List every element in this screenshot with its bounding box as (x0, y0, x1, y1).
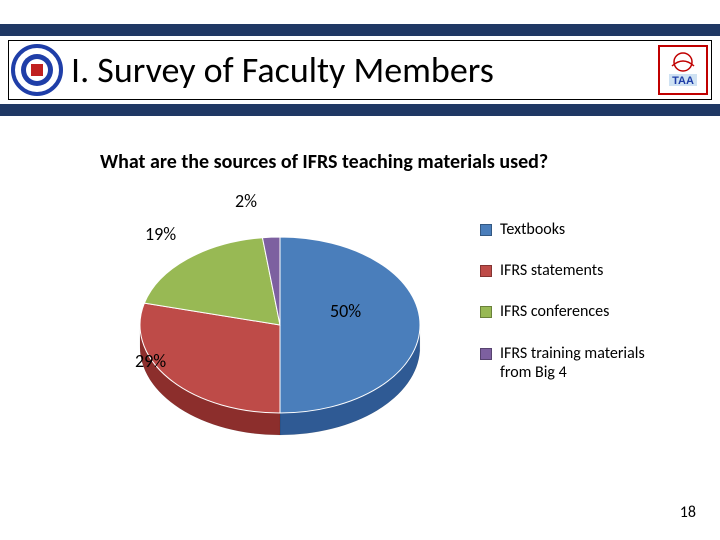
legend-label-main: IFRS training materials (500, 344, 645, 363)
legend-label-sub: from Big 4 (500, 363, 645, 382)
page-number: 18 (680, 503, 696, 522)
legend-item-0: Textbooks (480, 220, 680, 239)
legend-item-2: IFRS conferences (480, 302, 680, 321)
slide: I. Survey of Faculty Members TAA What ar… (0, 0, 720, 540)
legend: Textbooks IFRS statements IFRS conferenc… (480, 220, 680, 404)
slice-label-3: 2% (235, 190, 257, 212)
legend-label: IFRS training materials from Big 4 (500, 344, 645, 382)
legend-label: IFRS conferences (500, 302, 609, 321)
header-band-top (0, 24, 720, 36)
university-seal-icon (9, 42, 65, 98)
slice-label-2: 19% (145, 223, 176, 245)
legend-swatch-icon (480, 306, 492, 318)
svg-text:TAA: TAA (672, 75, 694, 87)
chart-subtitle: What are the sources of IFRS teaching ma… (100, 150, 660, 174)
slice-label-0: 50% (330, 300, 361, 322)
legend-swatch-icon (480, 348, 492, 360)
legend-swatch-icon (480, 224, 492, 236)
legend-swatch-icon (480, 265, 492, 277)
legend-label: IFRS statements (500, 261, 603, 280)
header-band-bottom (0, 104, 720, 116)
page-title: I. Survey of Faculty Members (65, 48, 655, 92)
legend-item-3: IFRS training materials from Big 4 (480, 344, 680, 382)
legend-label: Textbooks (500, 220, 565, 239)
taa-logo-icon: TAA (655, 42, 711, 98)
legend-item-1: IFRS statements (480, 261, 680, 280)
pie-chart: 2% 19% 50% 29% Textbooks IFRS statements… (60, 185, 680, 485)
slice-label-1: 29% (135, 350, 166, 372)
title-box: I. Survey of Faculty Members TAA (8, 40, 712, 100)
